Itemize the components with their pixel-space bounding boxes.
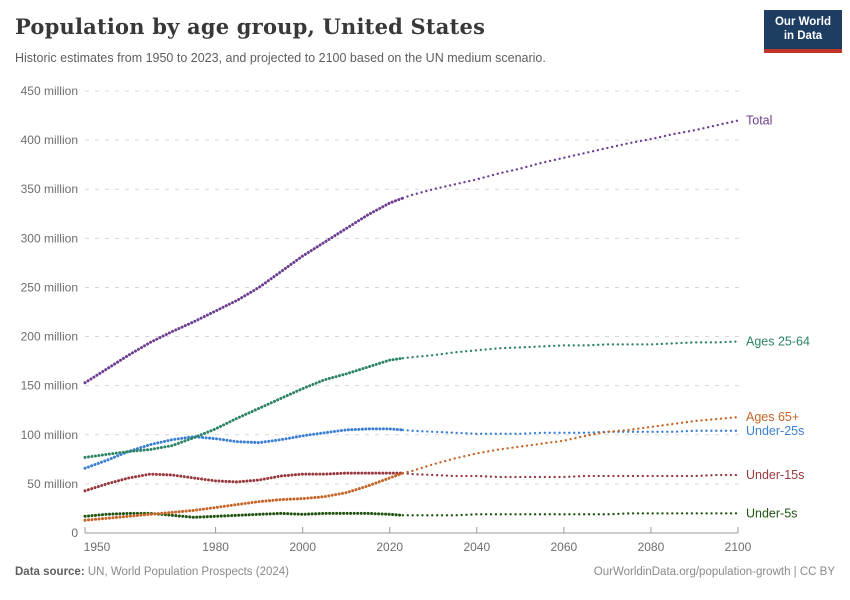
- x-axis-label: 2020: [376, 540, 403, 554]
- series-label-under-25s: Under-25s: [746, 424, 804, 438]
- series-line-historic-ages-65-[interactable]: [83, 471, 405, 522]
- x-axis-label: 1950: [84, 540, 111, 554]
- series-label-under-5s: Under-5s: [746, 506, 797, 520]
- y-axis-label: 0: [71, 526, 78, 540]
- chart-subtitle: Historic estimates from 1950 to 2023, an…: [15, 51, 546, 65]
- page-title: Population by age group, United States: [15, 14, 486, 39]
- x-axis-label: 1980: [202, 540, 229, 554]
- series-label-total: Total: [746, 113, 772, 127]
- y-axis-label: 250 million: [21, 280, 78, 294]
- chart-footer: Data source: UN, World Population Prospe…: [15, 566, 835, 578]
- y-axis-label: 400 million: [21, 133, 78, 147]
- y-axis-label: 200 million: [21, 330, 78, 344]
- data-source: Data source: UN, World Population Prospe…: [15, 566, 289, 578]
- owid-logo-line2: in Data: [783, 29, 823, 42]
- y-axis-label: 150 million: [21, 379, 78, 393]
- series-line-historic-total[interactable]: [83, 196, 405, 385]
- series-line-projected-under-15s[interactable]: [401, 471, 740, 479]
- series-line-historic-under-25s[interactable]: [83, 427, 405, 470]
- series-line-projected-ages-25-64[interactable]: [401, 340, 740, 360]
- series-label-ages-65-: Ages 65+: [746, 410, 799, 424]
- owid-logo-line1: Our World: [774, 16, 831, 28]
- y-axis-label: 450 million: [21, 84, 78, 98]
- series-line-projected-ages-65-[interactable]: [401, 415, 740, 475]
- credit-link[interactable]: OurWorldinData.org/population-growth | C…: [593, 566, 835, 578]
- series-line-projected-total[interactable]: [401, 119, 740, 200]
- data-source-label: Data source:: [15, 566, 85, 578]
- data-source-text: UN, World Population Prospects (2024): [84, 566, 289, 578]
- y-axis-label: 300 million: [21, 231, 78, 245]
- y-axis-label: 100 million: [21, 428, 78, 442]
- series-line-historic-under-5s[interactable]: [83, 511, 405, 519]
- series-line-projected-under-5s[interactable]: [401, 512, 740, 517]
- y-axis-label: 50 million: [27, 477, 78, 491]
- y-axis-label: 350 million: [21, 182, 78, 196]
- x-axis-label: 2060: [551, 540, 578, 554]
- series-line-historic-ages-25-64[interactable]: [83, 356, 405, 459]
- x-axis-label: 2080: [638, 540, 665, 554]
- owid-logo[interactable]: Our World in Data: [764, 10, 842, 53]
- x-axis-label: 2000: [289, 540, 316, 554]
- series-label-under-15s: Under-15s: [746, 468, 804, 482]
- series-label-ages-25-64: Ages 25-64: [746, 334, 810, 348]
- series-line-historic-under-15s[interactable]: [83, 471, 405, 493]
- series-line-projected-under-25s[interactable]: [401, 428, 740, 435]
- x-axis-label: 2040: [463, 540, 490, 554]
- x-axis-label: 2100: [725, 540, 752, 554]
